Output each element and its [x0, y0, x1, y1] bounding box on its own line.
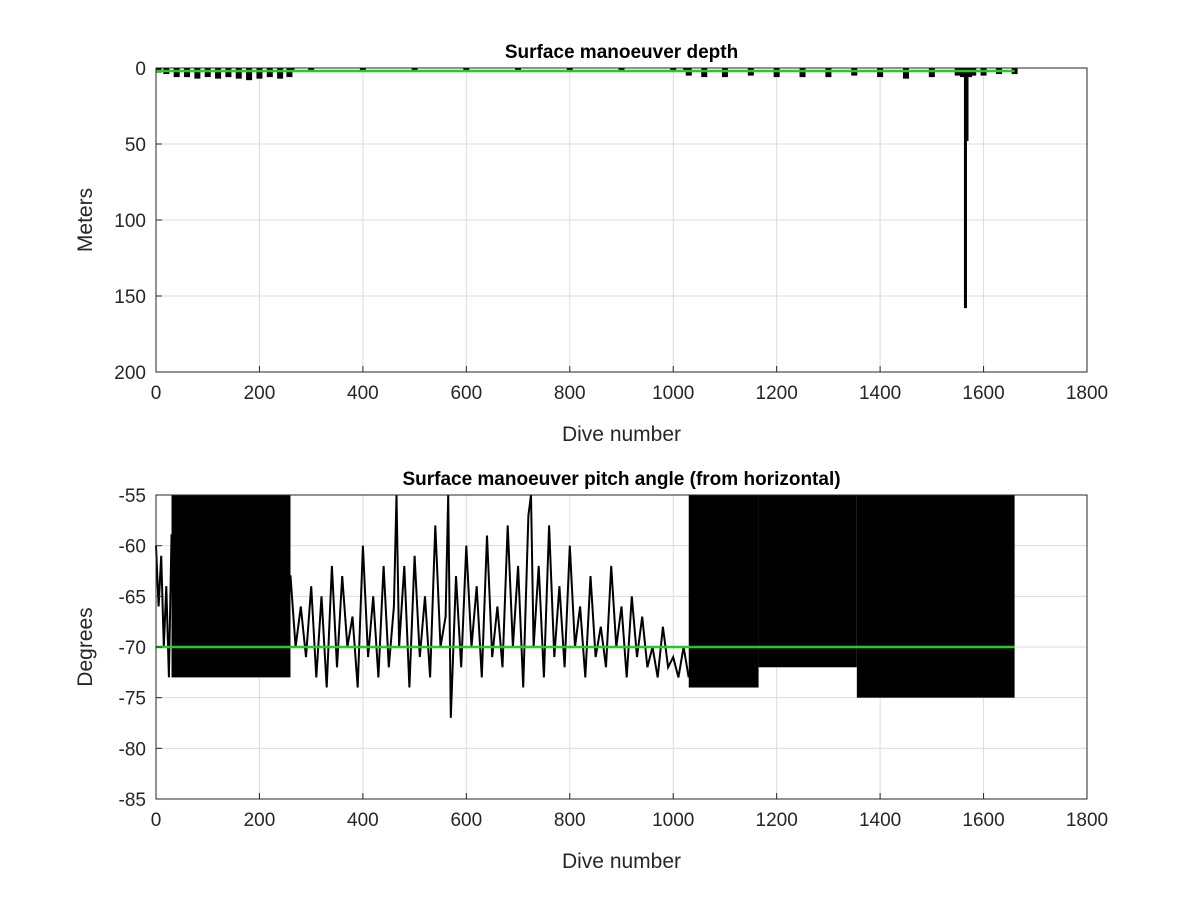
x-tick-label: 1600	[962, 383, 1004, 404]
y-tick-label: 50	[125, 135, 146, 156]
x-tick-label: 0	[151, 810, 162, 831]
y-tick-label: -65	[119, 587, 146, 608]
x-tick-label: 1400	[859, 810, 901, 831]
x-tick-label: 800	[554, 383, 586, 404]
pitch-x-axis-label: Dive number	[562, 850, 681, 873]
x-tick-label: 400	[347, 383, 379, 404]
pitch-y-axis-label: Degrees	[74, 607, 97, 686]
dense-data-block	[688, 495, 759, 688]
x-tick-label: 1200	[756, 383, 798, 404]
depth-marks	[155, 68, 1018, 309]
y-tick-label: 100	[114, 211, 146, 232]
x-tick-label: 1200	[756, 810, 798, 831]
x-tick-label: 1600	[962, 810, 1004, 831]
x-tick-label: 0	[151, 383, 162, 404]
y-tick-label: -60	[119, 537, 146, 558]
depth-x-axis-label: Dive number	[562, 423, 681, 446]
y-tick-label: -75	[119, 689, 146, 710]
pitch-chart-title: Surface manoeuver pitch angle (from hori…	[402, 469, 840, 490]
dense-data-block	[171, 495, 291, 678]
x-tick-label: 1400	[859, 383, 901, 404]
x-tick-label: 200	[244, 810, 276, 831]
pitch-tick-labels: 0 200 400 600 800 1000 1200 1400 1600 1800 -55 -60 -…	[119, 486, 1109, 831]
y-tick-label: -70	[119, 638, 146, 659]
y-tick-label: 150	[114, 287, 146, 308]
x-tick-label: 1800	[1066, 810, 1108, 831]
x-tick-label: 200	[244, 383, 276, 404]
y-tick-label: -55	[119, 486, 146, 507]
depth-tick-labels: 0 200 400 600 800 1000 1200 1400 1600 18000501001…	[114, 59, 1108, 404]
y-tick-label: -80	[119, 739, 146, 760]
pitch-chart: 0 200 400 600 800 1000 1200 1400 1600 1800 -55 -60 -…	[74, 469, 1108, 873]
x-tick-label: 800	[554, 810, 586, 831]
x-tick-label: 600	[450, 383, 482, 404]
dense-data-block	[856, 495, 1015, 698]
x-tick-label: 600	[450, 810, 482, 831]
x-tick-label: 1000	[652, 810, 694, 831]
x-tick-label: 1800	[1066, 383, 1108, 404]
pitch-marks	[155, 494, 1015, 718]
depth-chart: 0 200 400 600 800 1000 1200 1400 1600 18000501001…	[74, 42, 1108, 446]
dense-data-block	[758, 495, 857, 668]
depth-chart-title: Surface manoeuver depth	[505, 42, 738, 63]
x-tick-label: 400	[347, 810, 379, 831]
depth-y-axis-label: Meters	[74, 188, 97, 252]
y-tick-label: 0	[135, 59, 146, 80]
y-tick-label: 200	[114, 363, 146, 384]
x-tick-label: 1000	[652, 383, 694, 404]
y-tick-label: -85	[119, 790, 146, 811]
pitch-series-line	[155, 494, 690, 718]
